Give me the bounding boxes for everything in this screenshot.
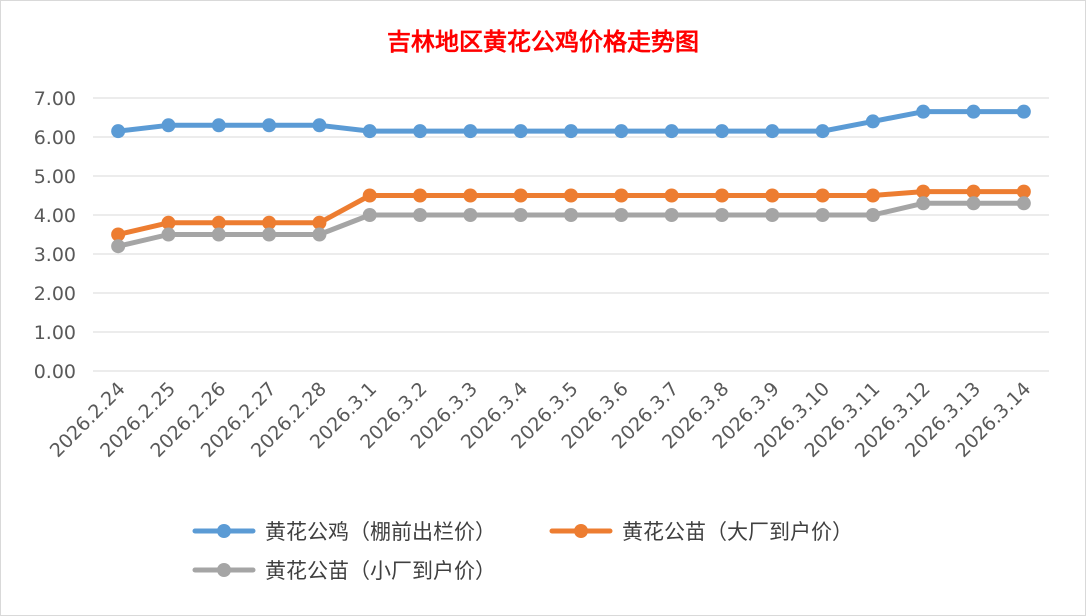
data-point	[513, 124, 528, 139]
data-point	[916, 196, 931, 211]
y-tick-label: 5.00	[34, 166, 76, 188]
data-point	[161, 215, 176, 230]
data-point	[413, 124, 428, 139]
data-point	[1016, 104, 1031, 119]
data-point	[362, 208, 377, 222]
data-point	[765, 124, 780, 139]
legend-item: 黄花公苗（大厂到户价）	[549, 520, 853, 544]
data-point	[815, 124, 830, 139]
data-point	[161, 227, 176, 242]
data-point	[513, 208, 528, 222]
data-point	[815, 188, 830, 203]
series-0	[111, 104, 1031, 139]
data-point	[262, 215, 277, 230]
data-point	[865, 188, 880, 203]
data-point	[664, 208, 679, 222]
data-point	[312, 215, 327, 230]
data-point	[765, 208, 780, 222]
data-point	[413, 208, 428, 222]
chart-title: 吉林地区黄花公鸡价格走势图	[387, 27, 699, 56]
legend-marker	[217, 563, 231, 577]
data-point	[966, 184, 981, 199]
data-point	[312, 227, 327, 242]
y-tick-label: 0.00	[34, 361, 76, 383]
data-point	[564, 208, 578, 222]
data-point	[111, 124, 126, 139]
data-point	[312, 118, 327, 133]
data-point	[1016, 184, 1031, 199]
data-point	[714, 208, 729, 222]
data-point	[262, 227, 277, 242]
data-point	[211, 227, 226, 242]
y-tick-label: 1.00	[34, 322, 76, 344]
data-point	[664, 188, 679, 203]
data-point	[262, 118, 277, 133]
data-point	[614, 208, 629, 222]
data-point	[614, 124, 629, 139]
legend-label: 黄花公鸡（棚前出栏价）	[265, 520, 496, 544]
data-point	[916, 104, 931, 119]
data-point	[463, 188, 478, 203]
data-point	[1016, 196, 1031, 211]
data-point	[211, 215, 226, 230]
legend-item: 黄花公鸡（棚前出栏价）	[192, 520, 496, 544]
y-tick-label: 7.00	[34, 88, 76, 110]
data-point	[614, 188, 629, 203]
data-point	[362, 188, 377, 203]
y-tick-label: 3.00	[34, 244, 76, 266]
data-point	[564, 124, 578, 139]
data-point	[714, 124, 729, 139]
legend-item: 黄花公苗（小厂到户价）	[192, 559, 496, 583]
series-lines	[111, 104, 1031, 254]
data-point	[111, 227, 126, 242]
series-2	[111, 196, 1031, 254]
data-point	[966, 104, 981, 119]
legend-label: 黄花公苗（小厂到户价）	[265, 559, 496, 583]
data-point	[463, 208, 478, 222]
legend-marker	[217, 524, 231, 538]
data-point	[865, 114, 880, 129]
data-point	[916, 184, 931, 199]
data-point	[865, 208, 880, 222]
legend: 黄花公鸡（棚前出栏价） 黄花公苗（大厂到户价） 黄花公苗（小厂到户价）	[192, 520, 853, 583]
y-tick-label: 4.00	[34, 205, 76, 227]
x-axis-ticks: 2026.2.242026.2.252026.2.262026.2.272026…	[46, 378, 1036, 462]
legend-marker	[574, 524, 588, 538]
data-point	[111, 239, 126, 254]
data-point	[413, 188, 428, 203]
data-point	[362, 124, 377, 139]
data-point	[664, 124, 679, 139]
data-point	[161, 118, 176, 133]
data-point	[714, 188, 729, 203]
data-point	[966, 196, 981, 211]
data-point	[211, 118, 226, 133]
legend-label: 黄花公苗（大厂到户价）	[622, 520, 853, 544]
y-axis-ticks: 0.00 1.00 2.00 3.00 4.00 5.00 6.00 7.00	[34, 88, 76, 383]
series-1	[111, 184, 1031, 242]
data-point	[513, 188, 528, 203]
y-tick-label: 2.00	[34, 283, 76, 305]
data-point	[765, 188, 780, 203]
y-tick-label: 6.00	[34, 127, 76, 149]
data-point	[815, 208, 830, 222]
data-point	[564, 188, 578, 203]
data-point	[463, 124, 478, 139]
